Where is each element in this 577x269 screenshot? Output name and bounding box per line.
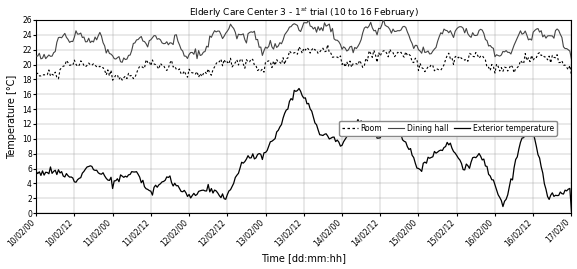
Title: Elderly Care Center 3 - 1$^{st}$ trial (10 to 16 February): Elderly Care Center 3 - 1$^{st}$ trial (… (189, 6, 419, 20)
Legend: Room, Dining hall, Exterior temperature: Room, Dining hall, Exterior temperature (339, 121, 557, 136)
X-axis label: Time [dd:mm:hh]: Time [dd:mm:hh] (261, 253, 346, 263)
Y-axis label: Temperature [°C]: Temperature [°C] (7, 75, 17, 159)
